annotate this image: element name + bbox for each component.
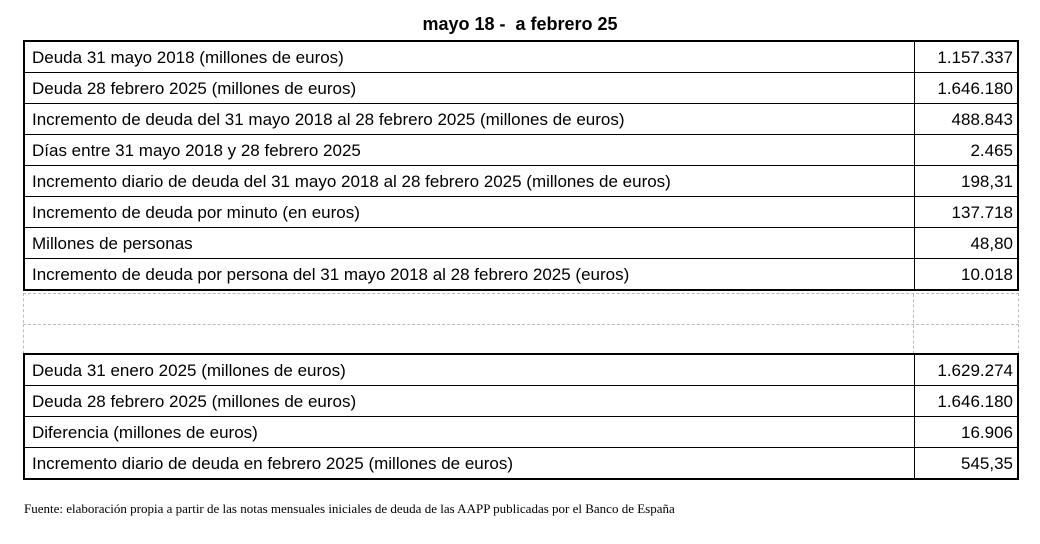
empty-row [23,293,1019,323]
table-row: Diferencia (millones de euros) 16.906 [25,416,1017,447]
footnote: Fuente: elaboración propia a partir de l… [24,501,675,516]
row-label: Incremento de deuda por persona del 31 m… [32,265,630,284]
row-label: Incremento de deuda del 31 mayo 2018 al … [32,110,625,129]
row-value: 488.843 [914,104,1017,134]
table-row: Incremento diario de deuda del 31 mayo 2… [25,165,1017,196]
row-label: Deuda 28 febrero 2025 (millones de euros… [32,79,357,98]
row-label: Diferencia (millones de euros) [32,423,258,442]
row-value: 16.906 [914,417,1017,447]
table-row: Millones de personas 48,80 [25,227,1017,258]
table-row: Deuda 31 mayo 2018 (millones de euros) 1.… [25,42,1017,72]
row-label: Millones de personas [32,234,193,253]
row-label: Incremento diario de deuda del 31 mayo 2… [32,172,671,191]
table: Deuda 31 mayo 2018 (millones de euros) 1.… [23,40,1019,291]
row-value: 137.718 [914,197,1017,227]
row-value: 1.646.180 [914,73,1017,103]
row-value: 198,31 [914,166,1017,196]
table-row: Deuda 28 febrero 2025 (millones de euros… [25,385,1017,416]
row-value: 10.018 [914,259,1017,289]
row-value: 545,35 [914,448,1017,478]
row-label: Incremento de deuda por minuto (en euros… [32,203,360,222]
row-value: 1.629.274 [914,355,1017,385]
table-row: Deuda 28 febrero 2025 (millones de euros… [25,72,1017,103]
row-label: Deuda 31 enero 2025 (millones de euros) [32,361,346,380]
table-row: Incremento de deuda del 31 mayo 2018 al … [25,103,1017,134]
row-value: 48,80 [914,228,1017,258]
row-value: 2.465 [914,135,1017,165]
row-label: Días entre 31 mayo 2018 y 28 febrero 202… [32,141,361,160]
row-value: 1.157.337 [914,42,1017,72]
table-row: Deuda 31 enero 2025 (millones de euros) 1… [25,355,1017,385]
table: Deuda 31 enero 2025 (millones de euros) 1… [23,353,1019,480]
title: mayo 18 - a febrero 25 [422,14,618,34]
row-value: 1.646.180 [914,386,1017,416]
table-row: Incremento de deuda por minuto (en euros… [25,196,1017,227]
row-label: Deuda 28 febrero 2025 (millones de euros… [32,392,357,411]
table-row: Incremento de deuda por persona del 31 m… [25,258,1017,289]
empty-row [23,324,1019,354]
row-label: Deuda 31 mayo 2018 (millones de euros) [32,48,344,67]
table-row: Días entre 31 mayo 2018 y 28 febrero 202… [25,134,1017,165]
row-label: Incremento diario de deuda en febrero 20… [32,454,514,473]
table-row: Incremento diario de deuda en febrero 20… [25,447,1017,478]
